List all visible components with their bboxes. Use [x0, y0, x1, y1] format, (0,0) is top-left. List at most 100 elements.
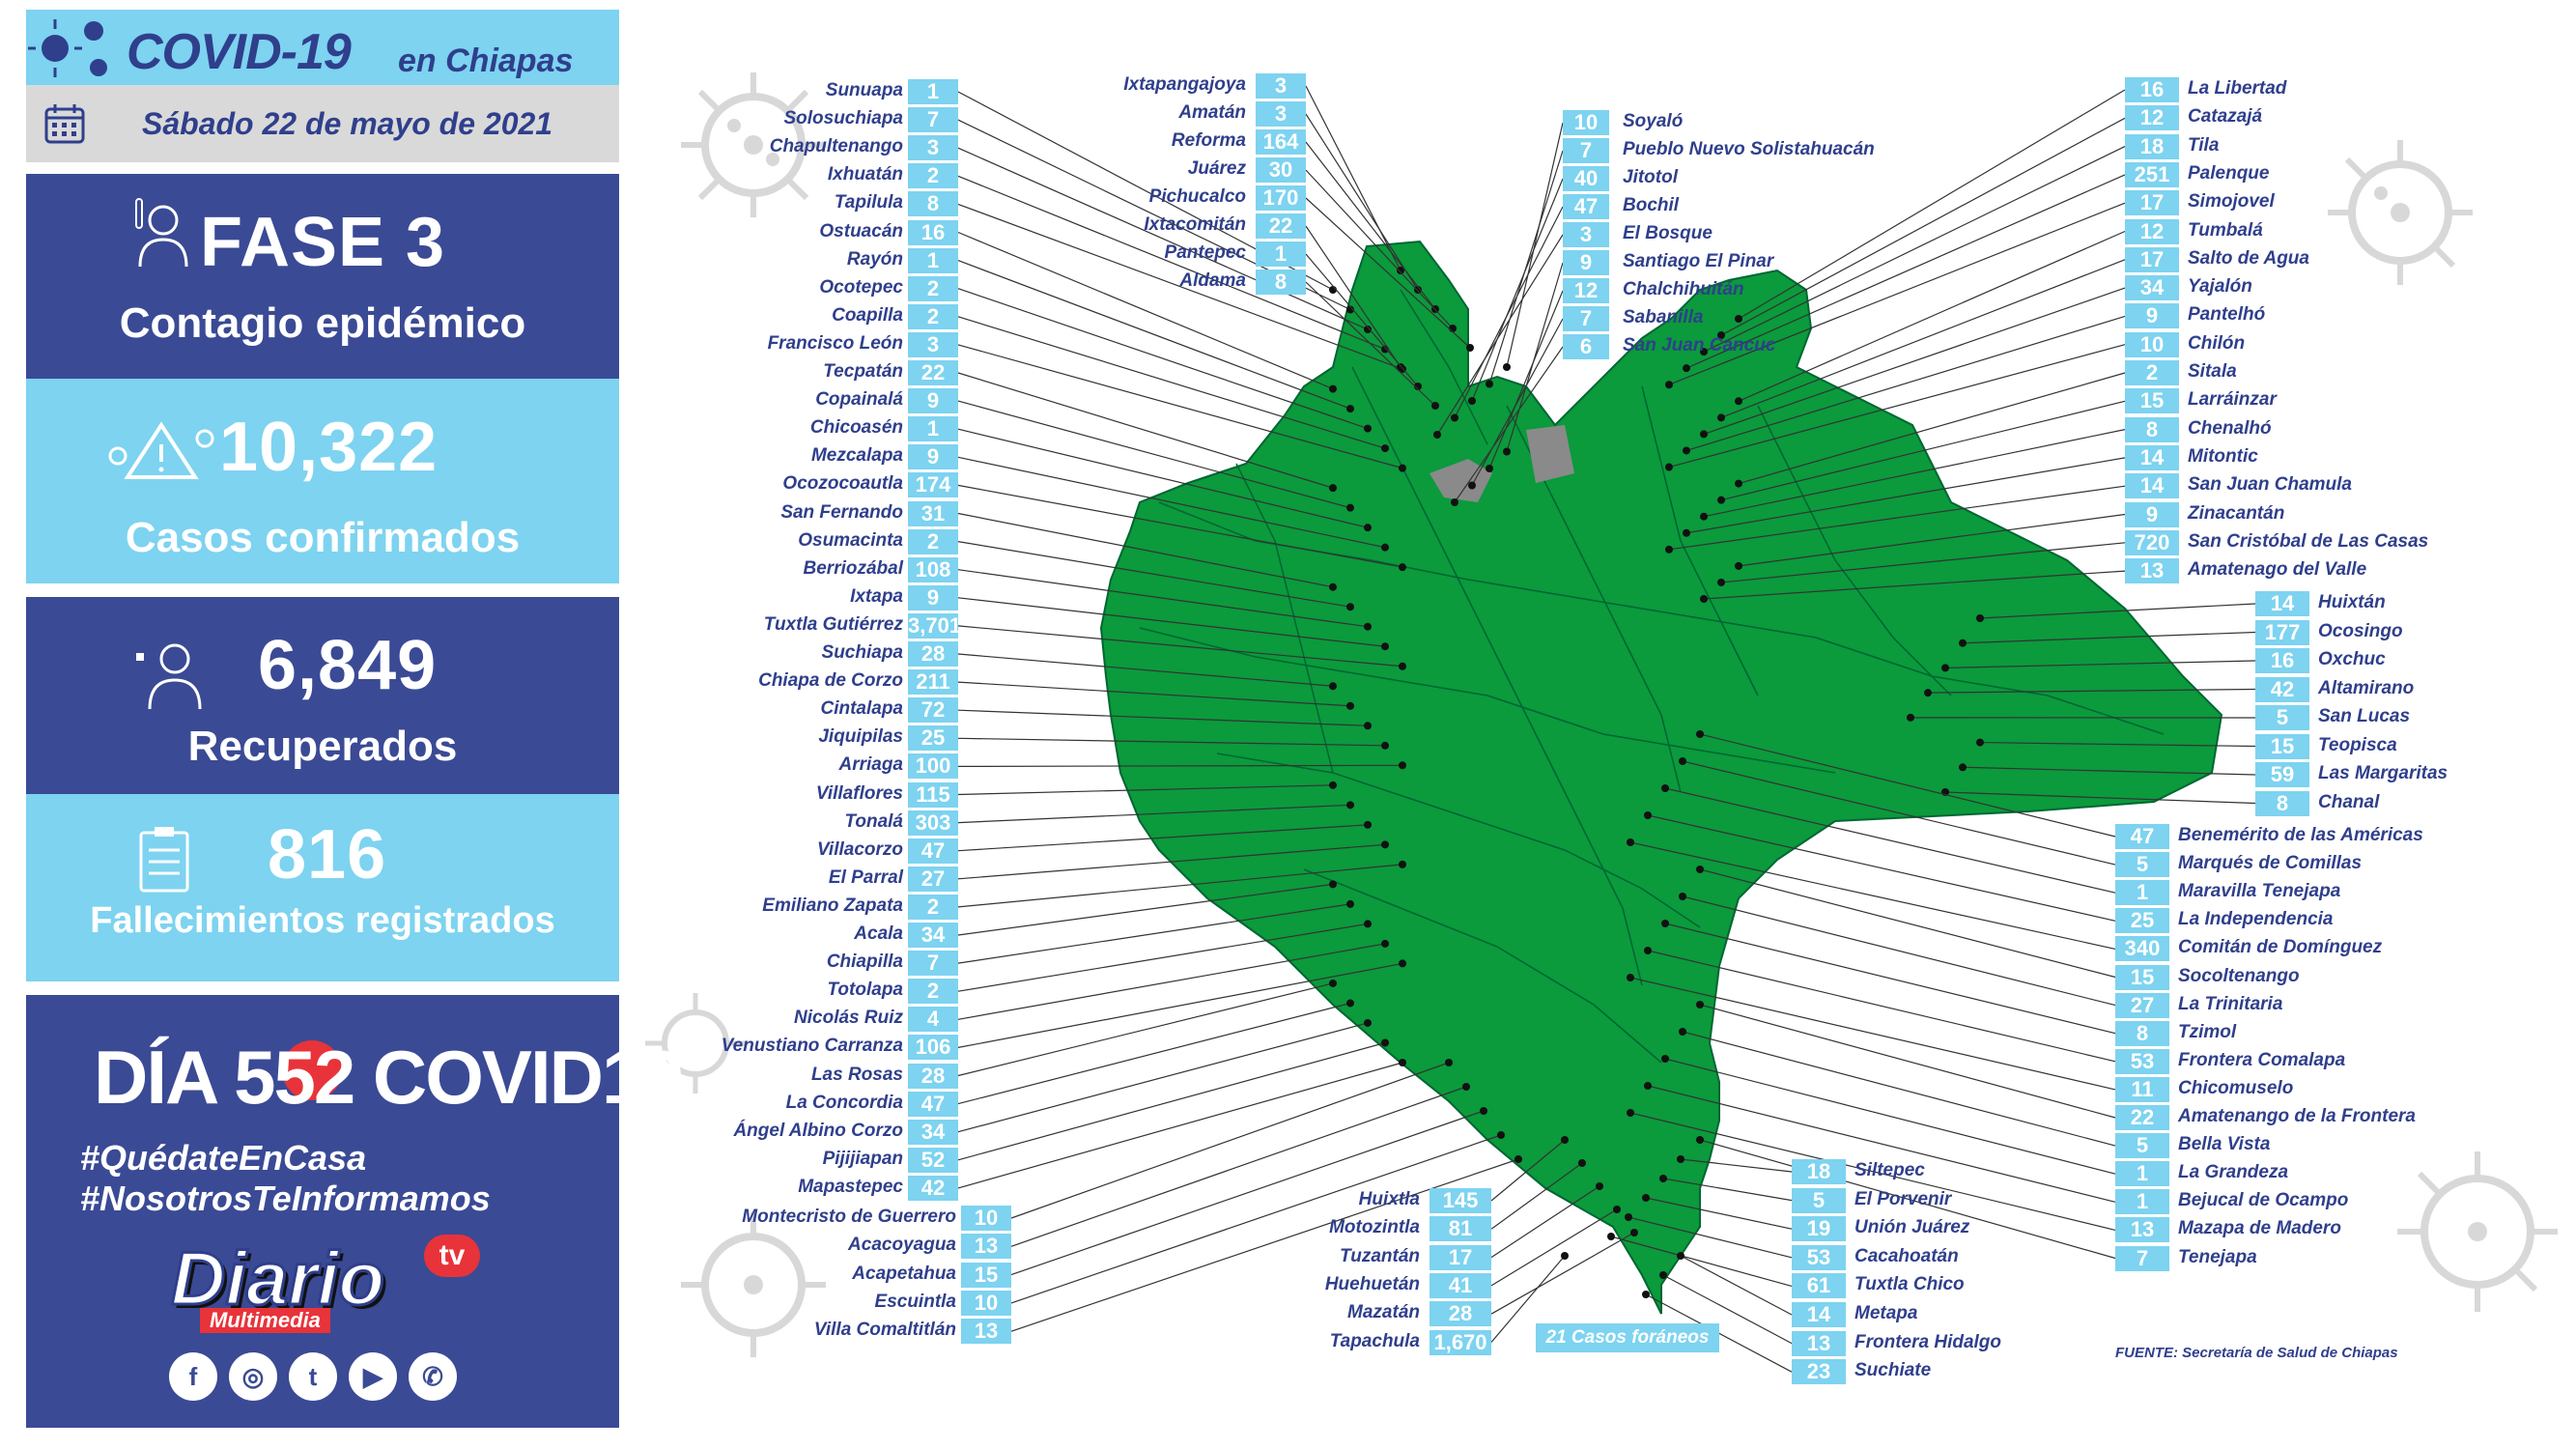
municipality-dot	[1659, 1271, 1667, 1279]
municipality-dot	[1480, 1107, 1487, 1115]
municipality-count: 177	[2255, 619, 2309, 645]
municipality-name: Comitán de Domínguez	[2178, 937, 2383, 958]
municipality-count: 17	[2125, 246, 2179, 272]
source-note: FUENTE: Secretaría de Salud de Chiapas	[2115, 1345, 2398, 1361]
municipality-count: 1	[2115, 1189, 2169, 1215]
twitter-icon[interactable]: t	[289, 1352, 337, 1401]
municipality-dot	[1717, 413, 1725, 422]
leader-line	[1490, 1162, 1583, 1230]
municipality-count: 4	[908, 1007, 958, 1033]
municipality-count: 27	[908, 866, 958, 892]
municipality-name: Las Margaritas	[2318, 763, 2449, 783]
leader-line	[957, 512, 1334, 588]
leader-line	[957, 943, 1386, 1020]
municipality-count: 9	[908, 388, 958, 414]
municipality-dot	[1627, 974, 1634, 981]
municipality-name: Maravilla Tenejapa	[2178, 881, 2341, 902]
instagram-icon[interactable]: ◎	[229, 1352, 277, 1401]
municipality-name: La Libertad	[2188, 78, 2287, 99]
municipality-name: Las Rosas	[810, 1064, 903, 1085]
municipality-count: 25	[908, 725, 958, 752]
municipality-count: 2	[908, 275, 958, 301]
municipality-dot	[1907, 713, 1914, 722]
leader-line	[1664, 787, 2116, 894]
municipality-name: San Juan Chamula	[2188, 474, 2352, 496]
municipality-count: 22	[2115, 1105, 2169, 1130]
municipality-name: Tzimol	[2178, 1021, 2237, 1042]
municipality-dot	[1642, 1194, 1650, 1202]
municipality-name: Jitotol	[1623, 167, 1678, 187]
municipality-dot	[1364, 820, 1372, 829]
municipality-count: 14	[1792, 1302, 1846, 1327]
municipality-name: Marqués de Comillas	[2178, 853, 2363, 874]
municipality-count: 13	[1792, 1330, 1846, 1356]
municipality-dot	[1696, 1136, 1704, 1144]
municipality-count: 11	[2115, 1076, 2169, 1102]
fallecimientos-label: Fallecimientos registrados	[90, 900, 555, 941]
municipality-count: 22	[1256, 213, 1306, 239]
municipality-dot	[1399, 1059, 1406, 1066]
municipality-name: Ixhuatán	[827, 164, 903, 185]
municipality-dot	[1644, 1082, 1652, 1090]
municipality-count: 2	[908, 303, 958, 329]
municipality-dot	[1399, 464, 1406, 472]
leader-line	[1490, 1232, 1635, 1315]
leader-line	[1944, 791, 2256, 805]
municipality-dot	[1717, 496, 1725, 504]
municipality-count: 16	[2255, 648, 2309, 673]
municipality-name: Santiago El Pinar	[1623, 251, 1774, 271]
municipality-count: 145	[1430, 1188, 1491, 1213]
municipality-name: Ocozocoautla	[782, 473, 903, 495]
leader-line	[1488, 290, 1564, 469]
leader-line	[1490, 1208, 1618, 1287]
leader-line	[957, 962, 1403, 1048]
leader-line	[1454, 346, 1564, 503]
facebook-icon[interactable]: f	[169, 1352, 217, 1401]
municipality-count: 14	[2125, 473, 2179, 499]
leader-line	[1962, 631, 2256, 644]
municipality-count: 10	[2125, 331, 2179, 357]
municipality-count: 81	[1430, 1216, 1491, 1242]
youtube-icon[interactable]: ▶	[349, 1352, 397, 1401]
municipality-name: Chiapa de Corzo	[758, 670, 903, 692]
virus-decoration-icon	[2397, 1151, 2558, 1312]
leader-line	[957, 903, 1351, 964]
municipality-name: Frontera Comalapa	[2178, 1049, 2346, 1070]
municipality-name: Mazatán	[1347, 1302, 1420, 1323]
municipality-name: Tapachula	[1329, 1330, 1420, 1351]
confirmados-value: 10,322	[219, 409, 439, 486]
municipality-name: Mapastepec	[798, 1176, 903, 1197]
leader-line	[957, 923, 1369, 992]
municipality-count: 17	[2125, 190, 2179, 216]
municipality-name: Chenalhó	[2188, 417, 2272, 439]
municipality-count: 27	[2115, 992, 2169, 1018]
leader-line	[957, 681, 1351, 707]
whatsapp-icon[interactable]: ✆	[409, 1352, 457, 1401]
municipality-count: 3	[908, 135, 958, 161]
municipality-count: 34	[908, 923, 958, 948]
municipality-count: 2	[908, 163, 958, 189]
municipality-count: 1	[908, 79, 958, 104]
municipality-count: 6	[1563, 334, 1609, 359]
municipality-name: Benemérito de las Américas	[2178, 825, 2423, 845]
municipality-dot	[1700, 512, 1708, 521]
municipality-name: Oxchuc	[2318, 649, 2386, 669]
municipality-dot	[1381, 345, 1389, 354]
municipality-count: 53	[2115, 1048, 2169, 1074]
municipality-count: 15	[2125, 388, 2179, 414]
municipality-dot	[1661, 784, 1669, 792]
municipality-dot	[1677, 1252, 1684, 1260]
municipality-name: Simojovel	[2188, 191, 2275, 213]
virus-decoration-icon	[645, 993, 746, 1094]
municipality-dot	[1578, 1159, 1586, 1167]
municipality-dot	[1364, 326, 1372, 334]
municipality-dot	[1381, 1038, 1389, 1047]
dia-number: 552	[234, 1035, 355, 1120]
municipality-dot	[1346, 603, 1354, 611]
municipality-count: 7	[2115, 1245, 2169, 1271]
municipality-dot	[1514, 1155, 1522, 1163]
municipality-name: Amatenago del Valle	[2188, 559, 2367, 581]
leader-line	[1664, 1058, 2116, 1175]
municipality-count: 303	[908, 810, 958, 836]
municipality-count: 30	[1256, 157, 1306, 183]
